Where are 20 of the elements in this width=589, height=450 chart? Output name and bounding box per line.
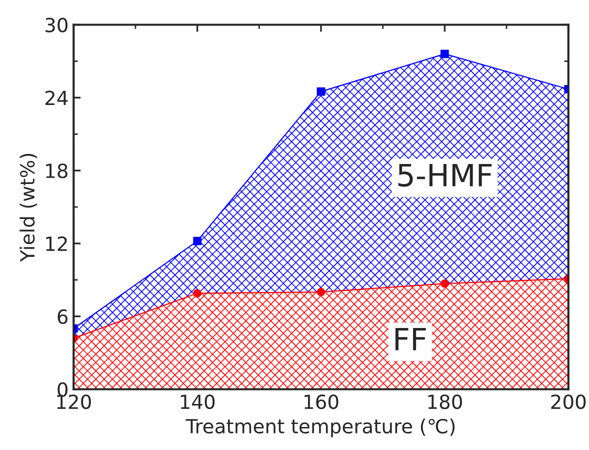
point: [440, 50, 449, 58]
x-tick-label: 180: [428, 394, 462, 410]
x-axis-title: Treatment temperature (℃): [186, 418, 455, 438]
point: [316, 288, 326, 296]
y-tick-label: 12: [46, 236, 67, 251]
y-tick-label: 24: [45, 90, 68, 106]
point: [193, 289, 202, 298]
series-label: FF: [395, 328, 426, 350]
x-tick-label: 120: [57, 394, 91, 410]
point: [193, 236, 202, 246]
y-axis-title: Yield (wt%): [20, 154, 37, 262]
series-label: 5-HMF: [398, 164, 492, 187]
point: [440, 279, 449, 288]
x-tick-label: 140: [180, 394, 215, 410]
y-tick-label: 30: [46, 18, 68, 32]
x-tick-label: 200: [551, 394, 586, 410]
y-tick-label: 6: [58, 309, 68, 324]
point: [316, 87, 326, 96]
y-tick-label: 18: [46, 164, 68, 178]
x-tick-label: 160: [304, 394, 338, 410]
